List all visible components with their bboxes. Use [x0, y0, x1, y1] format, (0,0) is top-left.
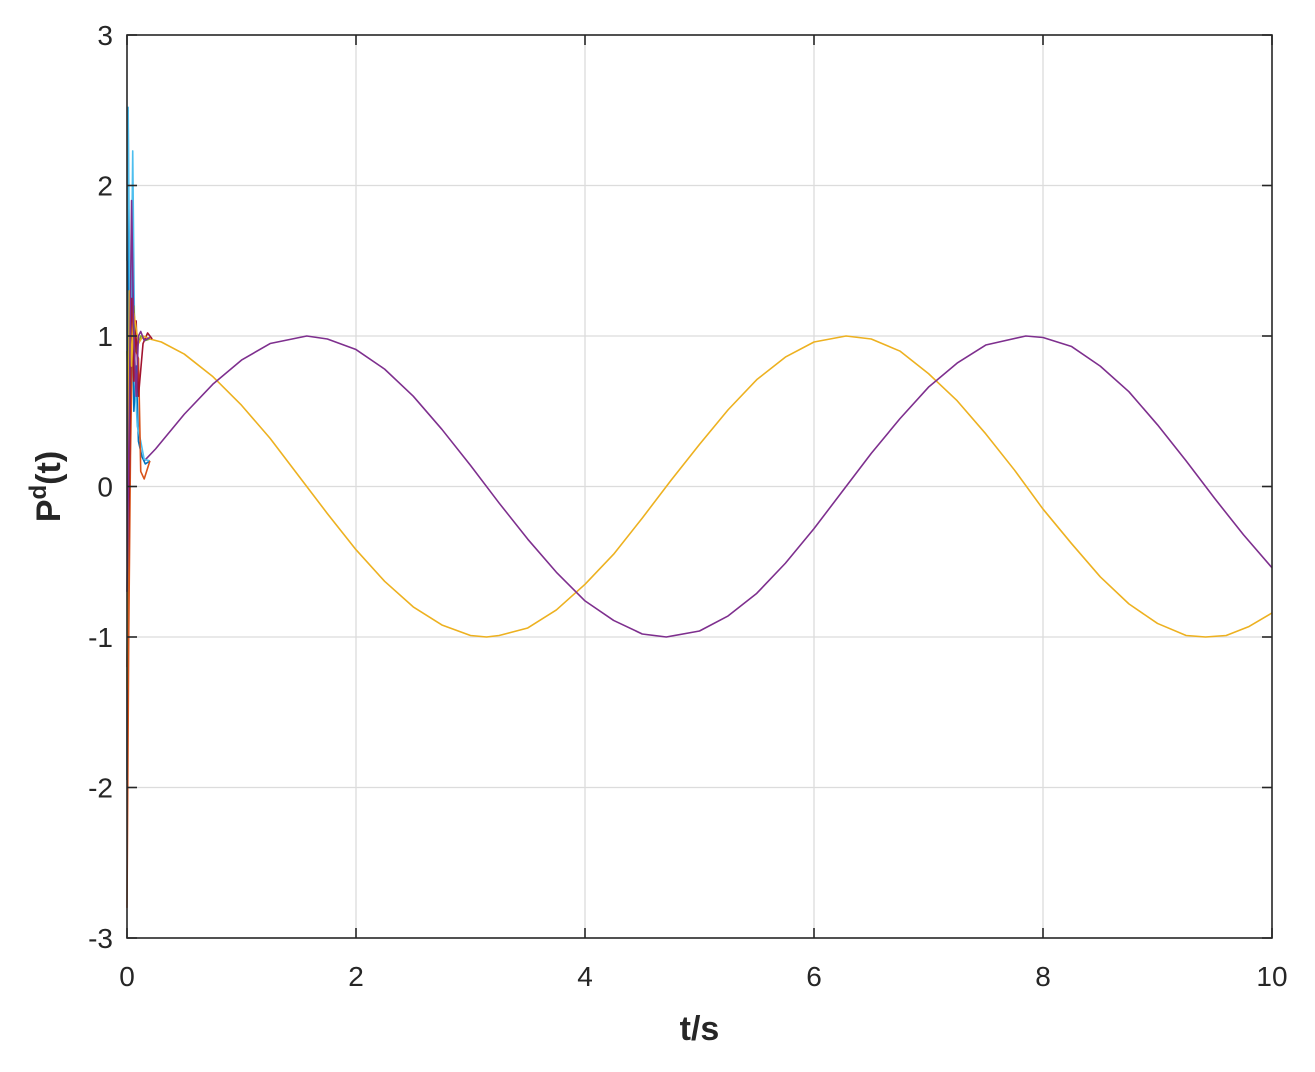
series-line: [143, 335, 1273, 638]
x-tick-label: 8: [1035, 961, 1051, 992]
y-tick-label: -2: [88, 773, 113, 804]
y-axis-label-rest: (t): [30, 451, 68, 485]
tick-marks: [126, 34, 1273, 939]
y-tick-label: 0: [97, 472, 113, 503]
x-tick-label: 0: [119, 961, 135, 992]
x-tick-label: 6: [806, 961, 822, 992]
y-tick-label: 3: [97, 20, 113, 51]
y-tick-label: -3: [88, 923, 113, 954]
y-tick-label: 2: [97, 171, 113, 202]
series-layer: [126, 106, 1273, 908]
x-tick-label: 10: [1256, 961, 1287, 992]
x-axis-label: t/s: [680, 1010, 720, 1048]
grid: [127, 35, 1272, 938]
x-tick-label: 2: [348, 961, 364, 992]
y-tick-label: -1: [88, 622, 113, 653]
y-axis-label-superscript: d: [25, 485, 52, 500]
y-axis-label-base: P: [30, 499, 68, 522]
y-tick-labels: 3 2 1 0 -1 -2 -3: [88, 20, 113, 954]
x-tick-labels: 0 2 4 6 8 10: [119, 961, 1287, 992]
x-tick-label: 4: [577, 961, 593, 992]
y-axis-label: Pd(t): [25, 451, 68, 522]
series-line: [126, 199, 151, 592]
y-tick-label: 1: [97, 321, 113, 352]
series-line: [149, 335, 1273, 638]
